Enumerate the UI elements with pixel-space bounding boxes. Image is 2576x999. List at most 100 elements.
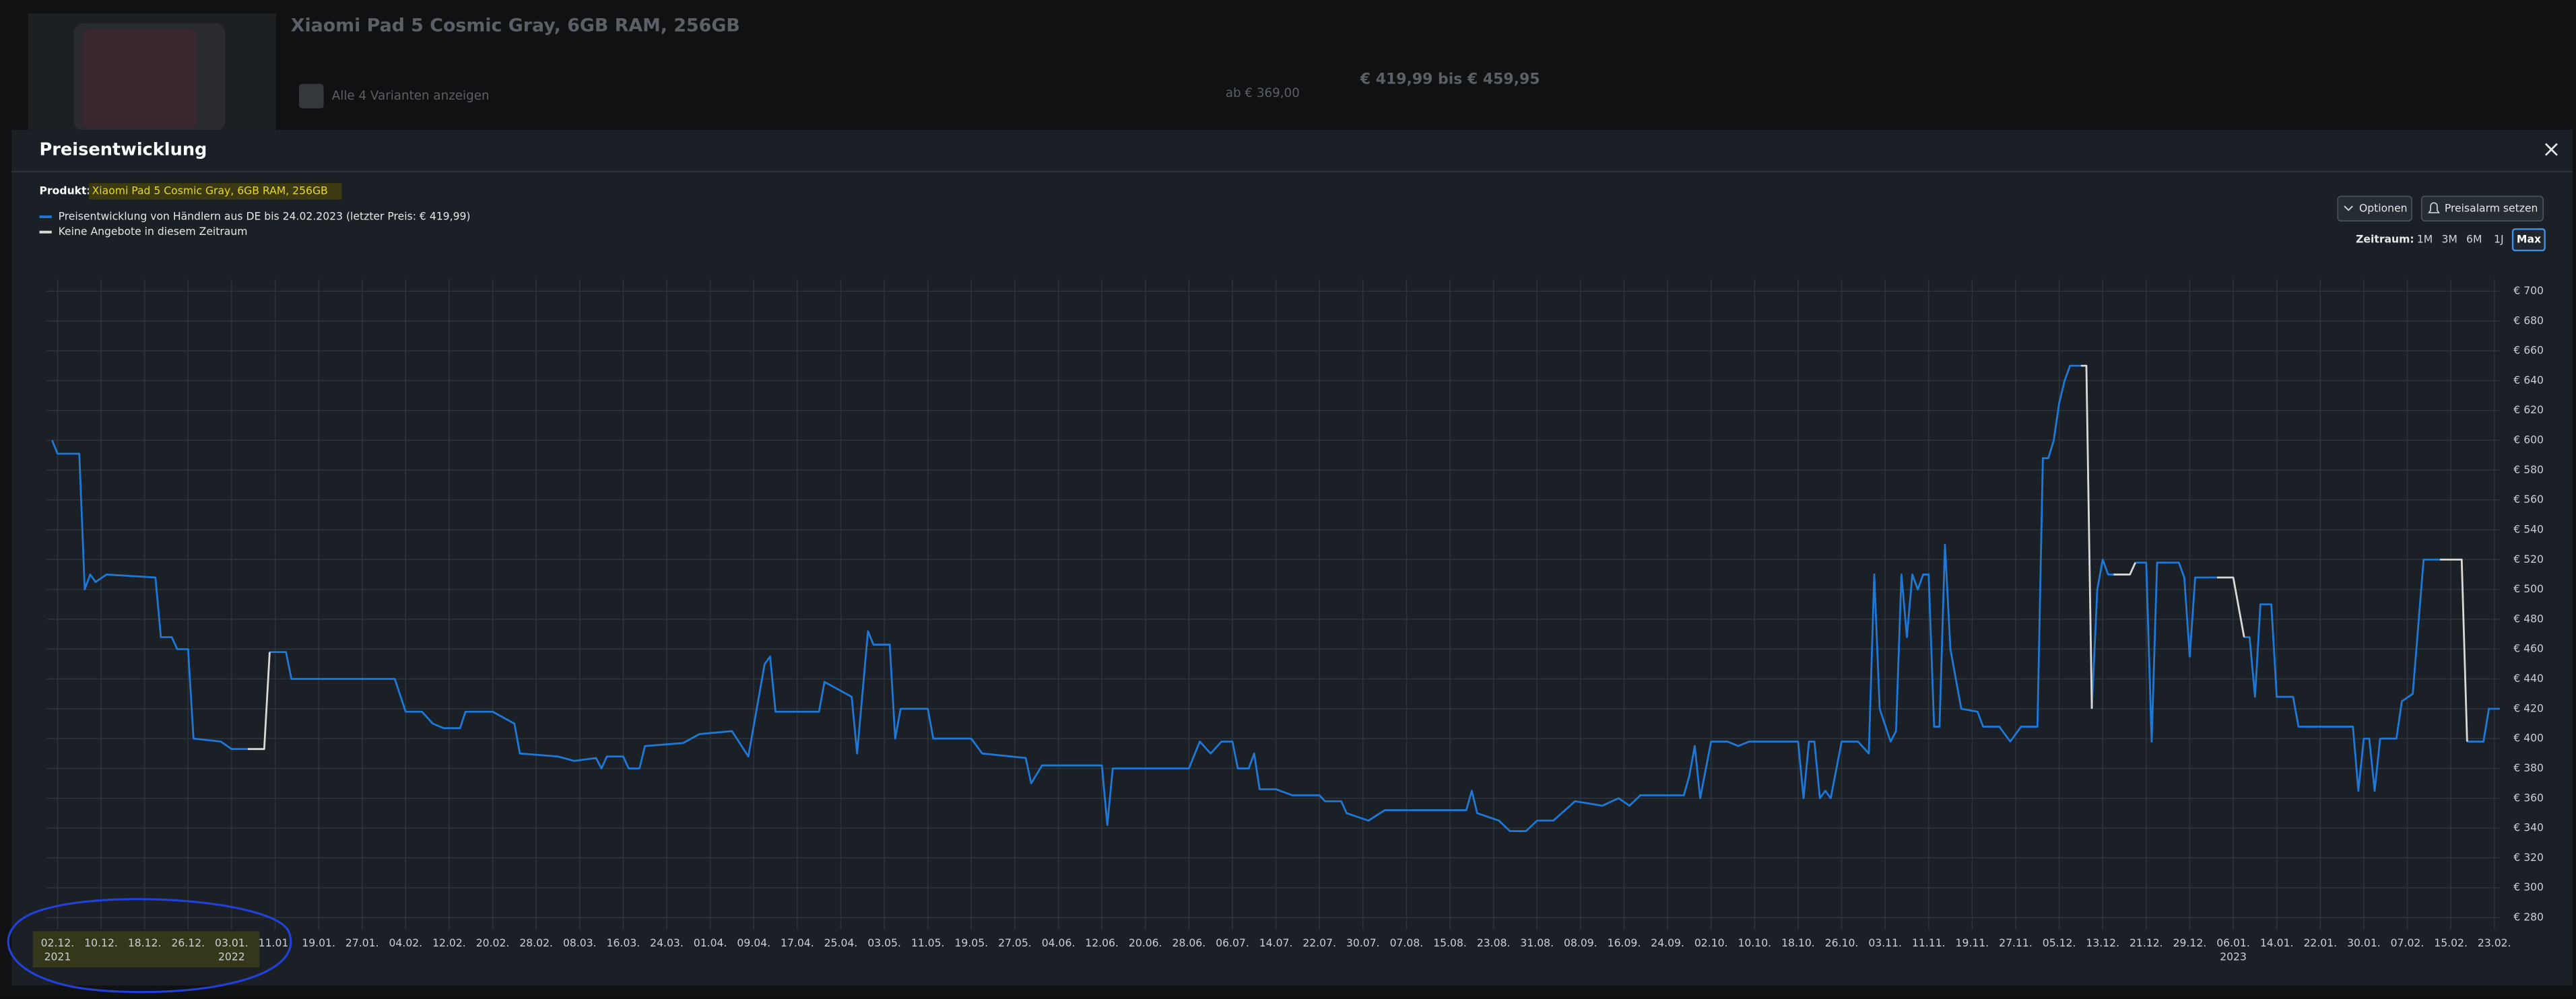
x-tick-label: 23.08. — [1477, 937, 1511, 949]
y-tick-label: € 420 — [2513, 702, 2544, 714]
range-option[interactable]: 1J — [2494, 234, 2504, 246]
y-tick-label: € 500 — [2513, 583, 2544, 595]
x-tick-label: 08.03. — [563, 937, 597, 949]
y-tick-label: € 380 — [2513, 762, 2544, 774]
x-tick-label: 19.11. — [1956, 937, 1989, 949]
legend-label: Keine Angebote in diesem Zeitraum — [59, 226, 248, 238]
x-tick-label: 24.03. — [650, 937, 684, 949]
x-tick-label: 08.09. — [1564, 937, 1597, 949]
x-tick-label: 14.01. — [2260, 937, 2294, 949]
y-tick-label: € 440 — [2513, 673, 2544, 685]
x-tick-label: 26.10. — [1825, 937, 1859, 949]
y-tick-label: € 300 — [2513, 881, 2544, 893]
chevron-icon — [2344, 205, 2353, 211]
bg-product-title: Xiaomi Pad 5 Cosmic Gray, 6GB RAM, 256GB — [291, 15, 740, 36]
x-tick-label: 27.05. — [998, 937, 1032, 949]
x-tick-label: 10.10. — [1738, 937, 1771, 949]
x-tick-label: 21.12. — [2129, 937, 2163, 949]
x-tick-label: 19.05. — [954, 937, 988, 949]
x-tick-label: 03.11. — [1868, 937, 1902, 949]
x-tick-label: 02.12. — [41, 937, 75, 949]
x-tick-label: 20.06. — [1129, 937, 1162, 949]
x-tick-label: 22.01. — [2303, 937, 2337, 949]
close-button[interactable] — [2544, 143, 2558, 156]
product-highlight — [88, 183, 342, 200]
options-label: Optionen — [2359, 202, 2408, 214]
x-tick-label: 03.01. — [215, 937, 249, 949]
x-tick-label: 10.12. — [84, 937, 118, 949]
x-tick-label: 07.02. — [2391, 937, 2424, 949]
price-line — [248, 364, 2468, 751]
y-tick-label: € 320 — [2513, 852, 2544, 864]
x-tick-label: 22.07. — [1302, 937, 1336, 949]
range-option[interactable]: Max — [2517, 234, 2541, 246]
modal — [11, 129, 2573, 986]
range-option[interactable]: 3M — [2441, 234, 2457, 246]
x-tick-label: 27.11. — [1999, 937, 2033, 949]
x-tick-label: 11.05. — [911, 937, 945, 949]
x-tick-label: 27.01. — [345, 937, 379, 949]
x-tick-label: 13.12. — [2086, 937, 2119, 949]
x-tick-label: 16.03. — [607, 937, 640, 949]
x-tick-label: 24.09. — [1651, 937, 1684, 949]
x-tick-label: 14.07. — [1259, 937, 1293, 949]
x-tick-label: 09.04. — [737, 937, 770, 949]
y-tick-label: € 660 — [2513, 345, 2544, 357]
y-tick-label: € 460 — [2513, 643, 2544, 655]
x-tick-label: 20.02. — [476, 937, 510, 949]
bell-icon — [2428, 202, 2440, 213]
variant-icon — [298, 83, 324, 109]
range-selected-frame — [2511, 228, 2546, 252]
x-tick-label: 29.12. — [2173, 937, 2207, 949]
x-tick-label: 04.06. — [1042, 937, 1076, 949]
y-tick-label: € 400 — [2513, 732, 2544, 745]
x-tick-label: 30.07. — [1346, 937, 1380, 949]
alarm-button[interactable]: Preisalarm setzen — [2420, 195, 2544, 222]
y-tick-label: € 600 — [2513, 434, 2544, 446]
y-tick-label: € 620 — [2513, 404, 2544, 416]
bg-price-range: € 419,99 bis € 459,95 — [1360, 71, 1540, 88]
range-option[interactable]: 6M — [2466, 234, 2482, 246]
bg-price-from: ab € 369,00 — [1226, 86, 1300, 100]
x-tick-label: 11.11. — [1912, 937, 1946, 949]
price-chart: € 280 € 300 € 320 € 340 € 360 € 380 € 400 € 420… — [39, 211, 2544, 963]
year-label: 2023 — [2220, 951, 2247, 963]
button-frame — [2420, 195, 2544, 222]
y-tick-label: € 520 — [2513, 553, 2544, 565]
y-tick-label: € 340 — [2513, 822, 2544, 834]
y-tick-label: € 280 — [2513, 911, 2544, 924]
year-label: 2021 — [44, 951, 71, 963]
y-tick-label: € 640 — [2513, 374, 2544, 386]
year-label: 2022 — [218, 951, 245, 963]
x-tick-label: 06.07. — [1216, 937, 1249, 949]
close-icon — [2544, 143, 2558, 156]
y-tick-label: € 360 — [2513, 792, 2544, 804]
x-tick-label: 16.09. — [1608, 937, 1641, 949]
x-tick-label: 17.04. — [781, 937, 814, 949]
y-tick-label: € 680 — [2513, 314, 2544, 326]
y-tick-label: € 480 — [2513, 613, 2544, 625]
range-option[interactable]: 1M — [2417, 234, 2433, 246]
y-tick-label: € 700 — [2513, 285, 2544, 297]
x-tick-label: 01.04. — [694, 937, 727, 949]
options-button[interactable]: Optionen — [2337, 195, 2412, 222]
bg-variants: Alle 4 Varianten anzeigen — [332, 89, 490, 103]
price-line — [51, 364, 2500, 832]
x-tick-label: 05.12. — [2043, 937, 2076, 949]
x-tick-label: 15.02. — [2434, 937, 2468, 949]
y-tick-label: € 540 — [2513, 523, 2544, 535]
x-tick-label: 15.08. — [1433, 937, 1467, 949]
x-tick-label: 12.06. — [1085, 937, 1119, 949]
x-tick-label: 30.01. — [2347, 937, 2381, 949]
x-tick-label: 26.12. — [171, 937, 205, 949]
x-tick-label: 23.02. — [2478, 937, 2511, 949]
hand-drawn-ellipse — [7, 898, 292, 994]
product-name: Xiaomi Pad 5 Cosmic Gray, 6GB RAM, 256GB — [92, 185, 328, 197]
x-tick-label: 25.04. — [824, 937, 858, 949]
x-tick-label: 04.02. — [389, 937, 423, 949]
modal-title: Preisentwicklung — [40, 139, 207, 160]
tablet-screen — [81, 29, 197, 129]
x-tick-label: 18.12. — [128, 937, 162, 949]
